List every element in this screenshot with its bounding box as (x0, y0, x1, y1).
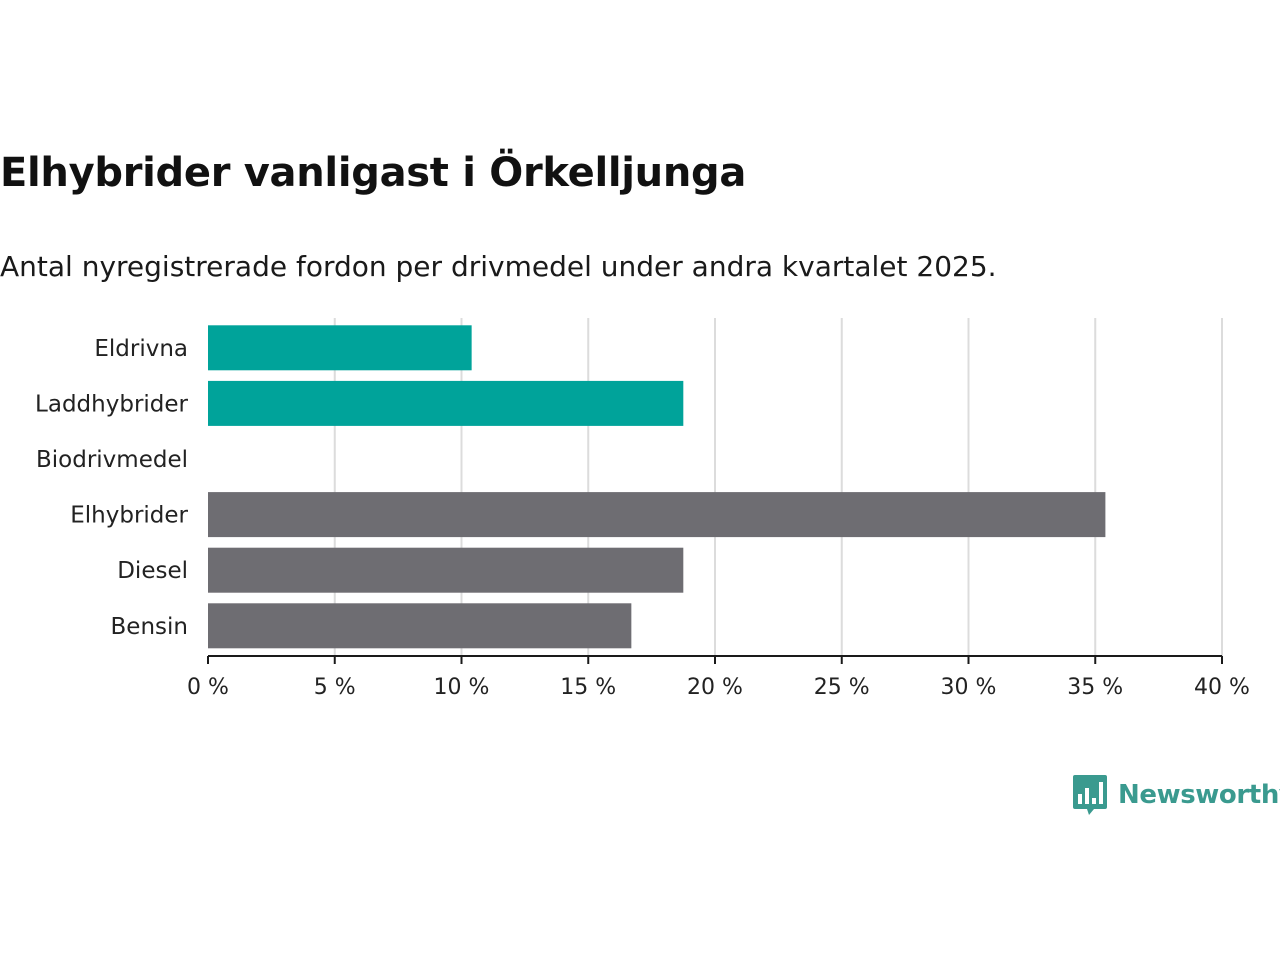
bar-eldrivna (208, 325, 472, 371)
x-axis: 0 % 5 % 10 % 15 % 20 % 25 % 30 % 35 % 40 % (187, 655, 1250, 700)
category-label: Eldrivna (94, 336, 188, 362)
category-label: Laddhybrider (35, 391, 188, 417)
category-label: Biodrivmedel (36, 447, 188, 473)
category-label: Elhybrider (70, 503, 188, 529)
bars (208, 325, 1106, 649)
bar-chart: 0 % 5 % 10 % 15 % 20 % 25 % 30 % 35 % 40 % Eldri… (35, 318, 1250, 700)
category-label: Bensin (111, 614, 188, 640)
chart-title: Elhybrider vanligast i Örkelljunga (0, 150, 747, 196)
brand-logo: Newsworthy (1072, 774, 1280, 816)
x-tick-label: 5 % (314, 675, 356, 700)
x-tick-label: 20 % (687, 675, 743, 700)
x-tick-label: 0 % (187, 675, 229, 700)
x-tick-label: 10 % (434, 675, 490, 700)
bar-diesel (208, 547, 684, 593)
chart-subtitle: Antal nyregistrerade fordon per drivmede… (0, 250, 997, 283)
x-tick-label: 30 % (941, 675, 997, 700)
bar-chart-speech-bubble-icon (1073, 775, 1107, 815)
x-tick-label: 40 % (1194, 675, 1250, 700)
bar-laddhybrider (208, 380, 684, 426)
x-tick-label: 15 % (560, 675, 616, 700)
brand-name: Newsworthy (1118, 780, 1280, 810)
x-tick-label: 25 % (814, 675, 870, 700)
bar-bensin (208, 603, 632, 649)
x-tick-label: 35 % (1067, 675, 1123, 700)
bar-elhybrider (208, 492, 1106, 538)
category-labels: Eldrivna Laddhybrider Biodrivmedel Elhybrid… (35, 336, 188, 640)
gridlines (333, 318, 1223, 656)
category-label: Diesel (117, 558, 188, 584)
